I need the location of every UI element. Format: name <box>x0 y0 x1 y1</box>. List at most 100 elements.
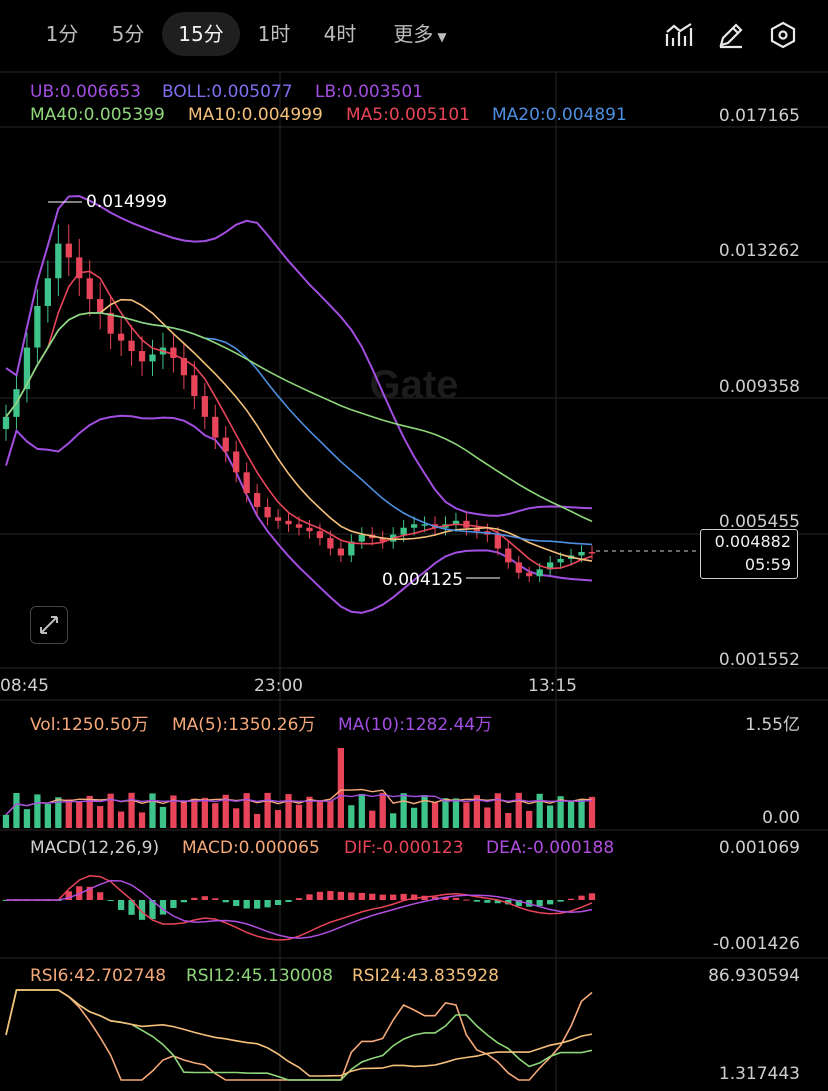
volume-bar <box>285 794 292 828</box>
macd-histogram-bar <box>348 892 355 900</box>
price-axis-tick: 0.013262 <box>718 241 800 261</box>
macd-histogram-bar <box>567 898 575 900</box>
current-price: 0.004882 <box>714 532 791 551</box>
hexagon-settings-icon[interactable] <box>768 20 798 50</box>
volume-bar <box>316 800 324 828</box>
candle-body <box>494 534 501 549</box>
volume-bar <box>159 806 167 828</box>
caret-down-icon: ▼ <box>437 30 447 44</box>
volume-bar <box>34 794 41 828</box>
expand-button[interactable] <box>30 606 68 644</box>
candle-body <box>515 562 522 573</box>
vol-axis-top: 1.55亿 <box>745 715 800 735</box>
vol-axis-bottom: 0.00 <box>762 808 800 828</box>
volume-bar <box>180 801 188 828</box>
dif-line <box>6 875 593 941</box>
price-axis-tick: 0.017165 <box>718 106 800 126</box>
macd-histogram-bar <box>358 892 365 900</box>
macd-histogram-bar <box>588 893 596 900</box>
tab-1h[interactable]: 1时 <box>257 22 291 46</box>
watermark: Gate <box>370 363 459 407</box>
candle-body <box>285 520 292 525</box>
volume-bar <box>306 796 313 828</box>
candle-body <box>55 243 62 279</box>
macd-histogram-bar <box>86 886 93 900</box>
candle-body <box>201 396 208 417</box>
volume-bar <box>222 794 229 828</box>
volume-bar <box>264 792 271 828</box>
macd-histogram-bar <box>578 895 585 900</box>
macd-histogram-bar <box>337 891 344 900</box>
volume-bar <box>295 804 303 828</box>
tab-1m[interactable]: 1分 <box>45 22 79 46</box>
indicator-chart-icon[interactable] <box>664 20 694 50</box>
ma40-label: MA40:0.005399 <box>30 105 165 125</box>
macd-histogram-bar <box>191 897 198 900</box>
volume-bar <box>494 793 501 828</box>
volume-bar <box>327 800 334 828</box>
pencil-icon[interactable] <box>716 20 746 50</box>
tab-4h[interactable]: 4时 <box>323 22 357 46</box>
volume-bar <box>410 807 418 828</box>
ma20-label: MA20:0.004891 <box>492 105 627 125</box>
ma20-line <box>5 312 593 546</box>
time-axis-tick: 23:00 <box>254 676 303 696</box>
macd-histogram-bar <box>369 893 376 900</box>
time-axis-tick: 08:45 <box>0 676 49 696</box>
candle-body <box>547 562 554 570</box>
candle-body <box>23 347 31 390</box>
macd-histogram-bar <box>180 900 188 903</box>
tab-5m[interactable]: 5分 <box>111 22 145 46</box>
macd-histogram-bar <box>138 900 146 920</box>
macd-histogram-bar <box>515 900 522 907</box>
volume-bar <box>201 797 208 828</box>
volume-bar <box>358 793 365 828</box>
volume-bar <box>13 792 20 828</box>
candle-body <box>578 551 585 556</box>
volume-bar <box>243 793 250 828</box>
vol-ma5-label: MA(5):1350.26万 <box>172 715 316 735</box>
expand-arrows-icon <box>40 616 58 634</box>
high-price-annotation: 0.014999 <box>86 192 168 212</box>
ma5-line <box>5 270 593 570</box>
candle-body <box>170 347 177 358</box>
volume-bar <box>431 802 439 828</box>
volume-bar <box>107 793 114 828</box>
candle-body <box>233 451 240 473</box>
ma10-label: MA10:0.004999 <box>188 105 323 125</box>
volume-bar <box>442 798 449 828</box>
candle-body <box>452 520 460 525</box>
volume-bar <box>348 805 355 828</box>
macd-histogram-bar <box>494 900 501 904</box>
price-axis-tick: 0.009358 <box>718 377 800 397</box>
macd-histogram-bar <box>505 900 512 905</box>
candle-body <box>254 493 261 507</box>
candle-body <box>505 548 512 563</box>
candle-body <box>222 437 229 452</box>
candle-body <box>379 538 386 542</box>
candle-body <box>274 517 282 521</box>
volume-bar <box>191 798 198 828</box>
volume-bar <box>484 807 491 828</box>
ma10-line <box>5 298 593 562</box>
candle-body <box>76 257 83 279</box>
time-axis-tick: 13:15 <box>528 676 577 696</box>
volume-bar <box>452 798 460 828</box>
candle-body <box>128 340 135 352</box>
candle-body <box>97 299 104 313</box>
lb-label: LB:0.003501 <box>315 82 423 102</box>
volume-bar <box>515 792 522 828</box>
volume-bar <box>97 806 104 828</box>
volume-bar <box>274 810 282 828</box>
candle-body <box>44 278 51 306</box>
macd-histogram-bar <box>97 892 104 900</box>
tab-15m[interactable]: 15分 <box>162 12 240 56</box>
volume-bar <box>526 810 533 828</box>
candle-body <box>107 312 114 334</box>
macd-histogram-bar <box>264 900 271 908</box>
candle-body <box>264 506 271 518</box>
macd-histogram-bar <box>421 895 428 900</box>
dif-label: DIF:-0.000123 <box>344 838 464 858</box>
more-dropdown[interactable]: 更多 ▼ <box>380 12 460 56</box>
